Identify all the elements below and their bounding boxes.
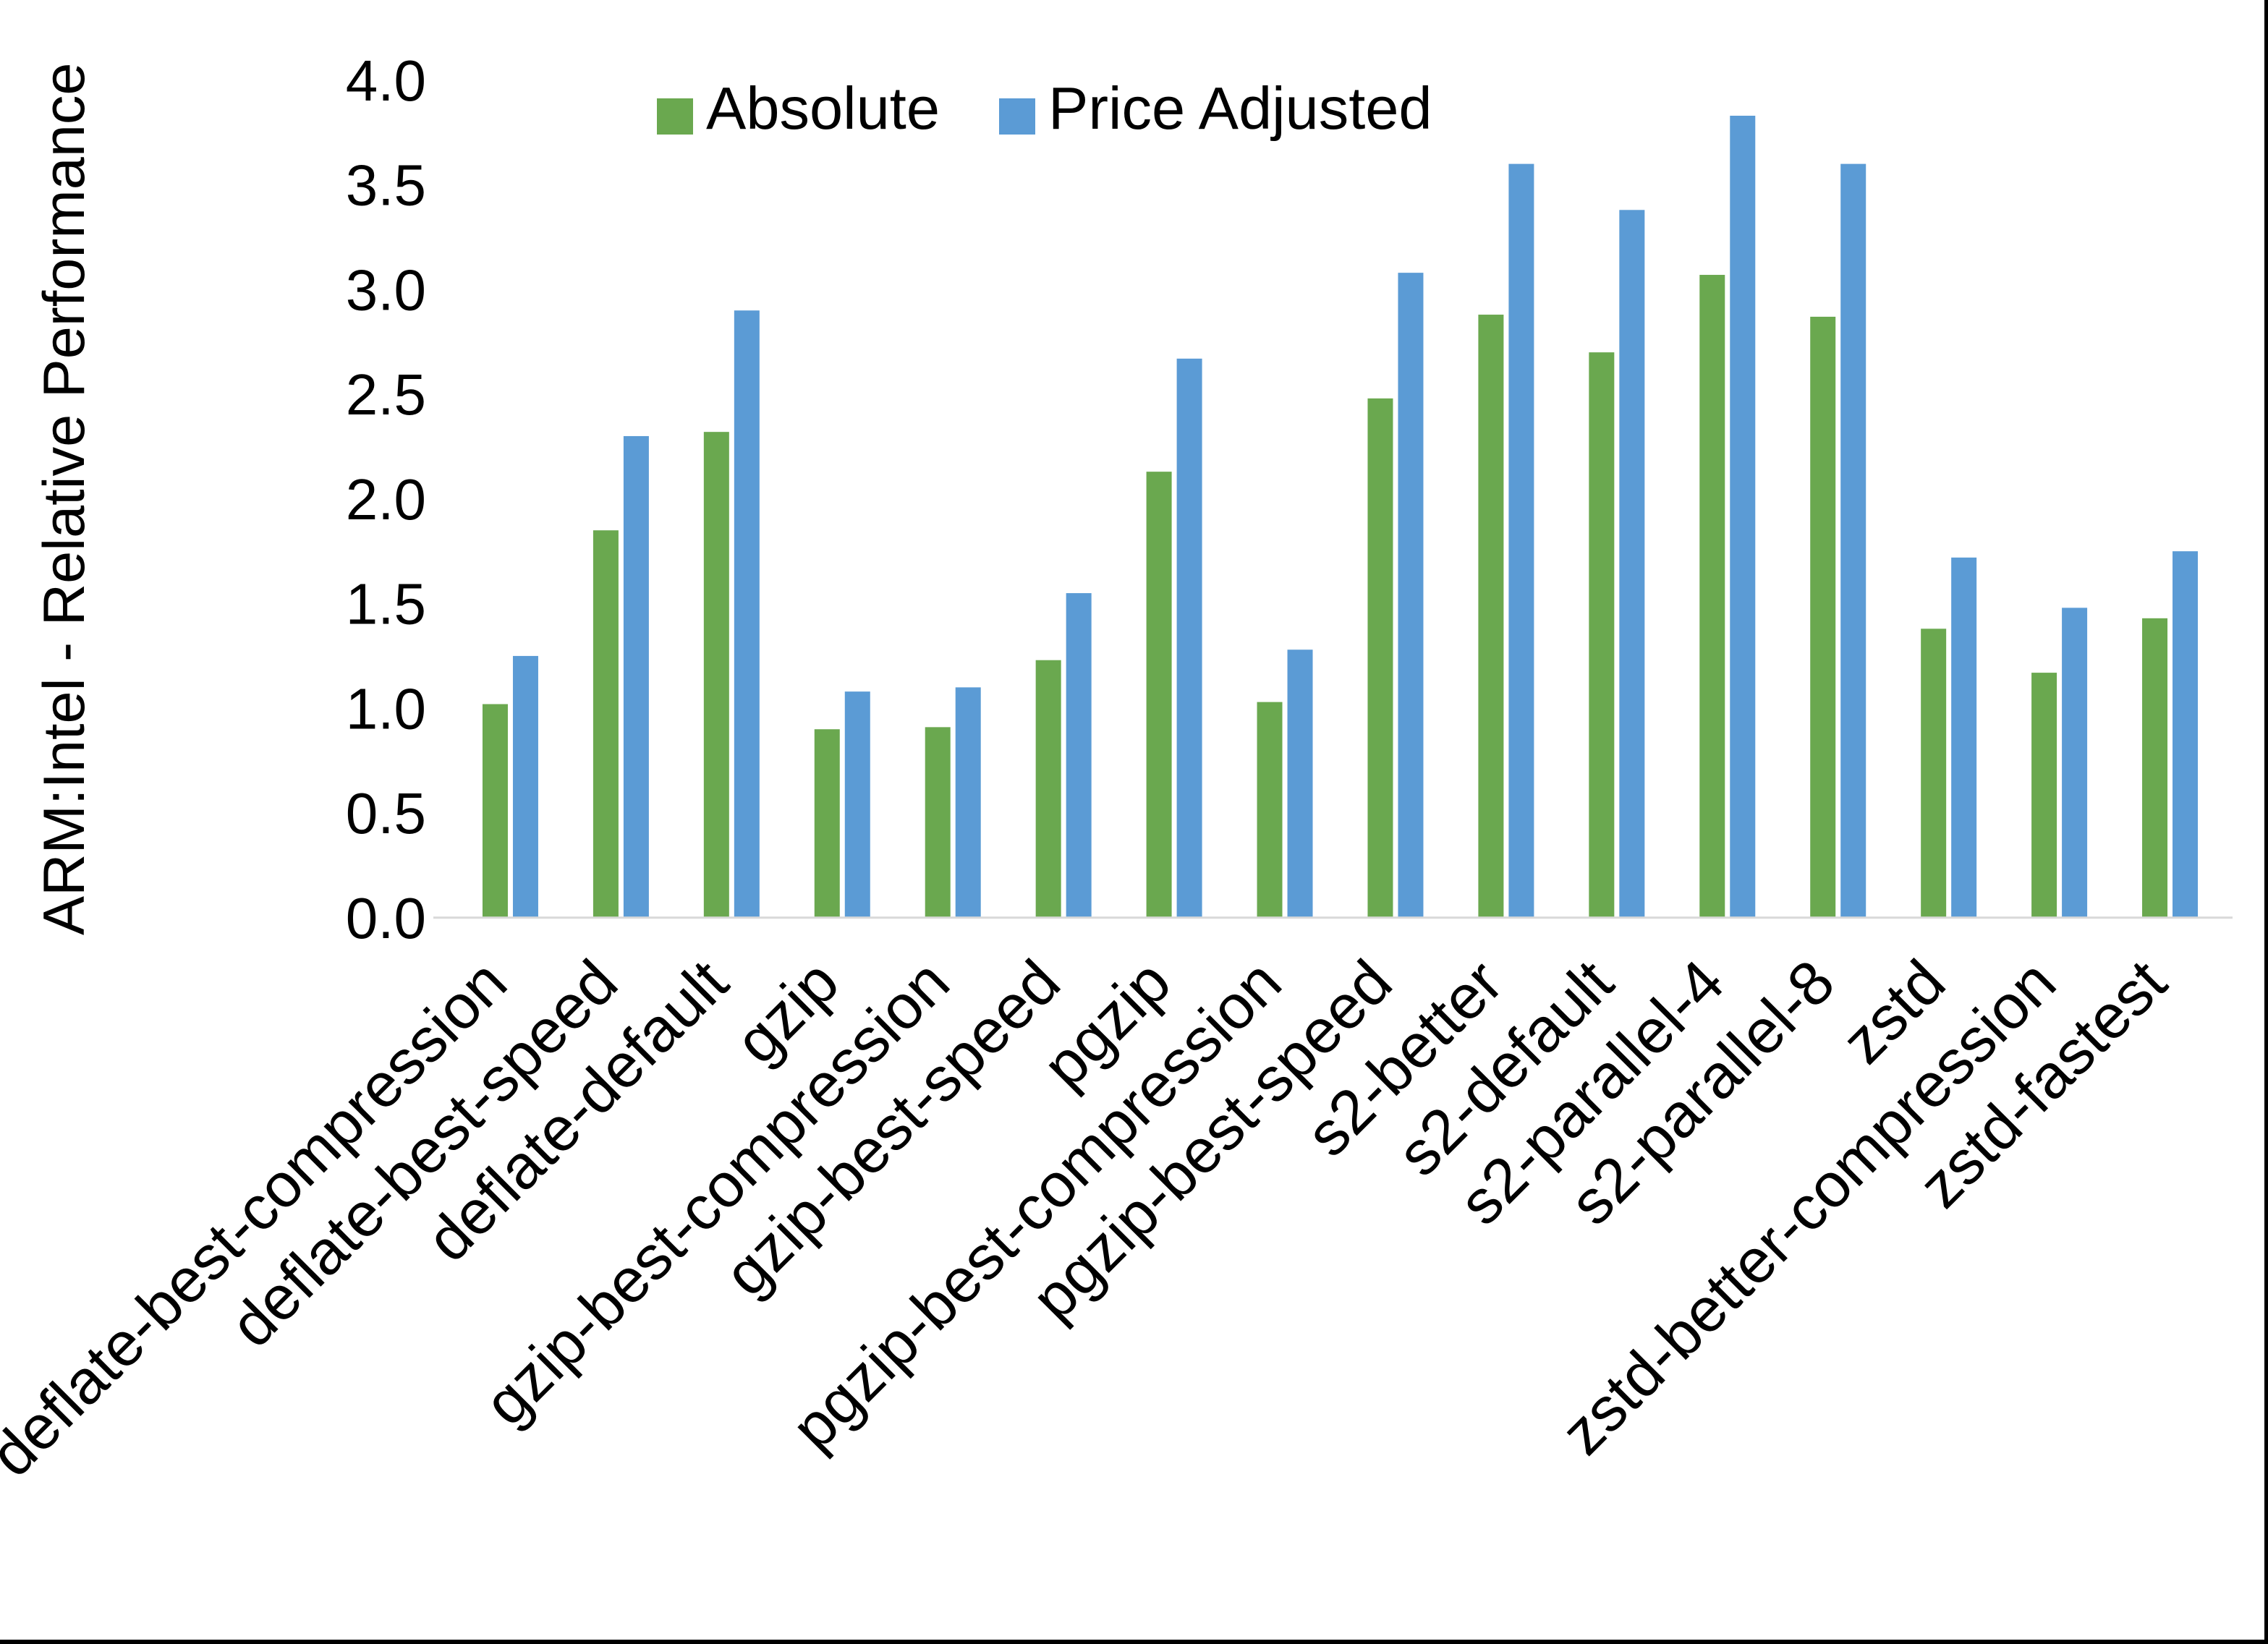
svg-text:ARM:Intel - Relative Performan: ARM:Intel - Relative Performance xyxy=(32,63,97,935)
svg-text:1.0: 1.0 xyxy=(346,676,426,741)
svg-text:2.5: 2.5 xyxy=(346,362,426,427)
svg-text:Absolute: Absolute xyxy=(706,74,940,142)
svg-text:0.5: 0.5 xyxy=(346,781,426,846)
svg-text:0.0: 0.0 xyxy=(346,886,426,950)
svg-text:1.5: 1.5 xyxy=(346,572,426,636)
svg-text:3.5: 3.5 xyxy=(346,153,426,218)
svg-text:4.0: 4.0 xyxy=(346,48,426,113)
svg-text:3.0: 3.0 xyxy=(346,257,426,322)
svg-text:2.0: 2.0 xyxy=(346,467,426,532)
svg-text:Price Adjusted: Price Adjusted xyxy=(1048,74,1432,142)
